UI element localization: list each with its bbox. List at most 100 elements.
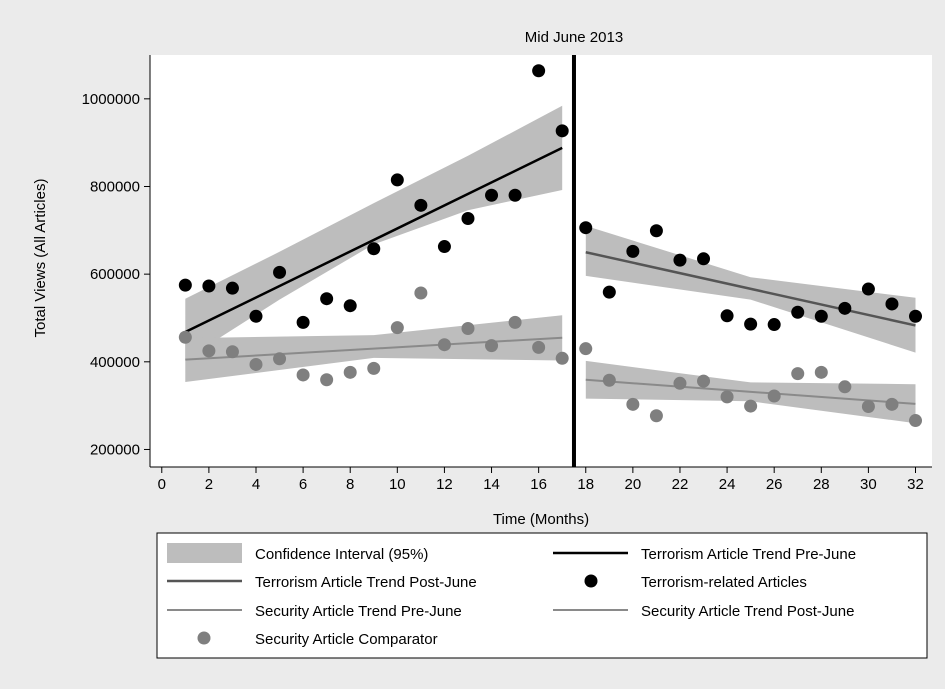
terror-point bbox=[461, 211, 475, 225]
terror-point bbox=[697, 252, 711, 266]
ci-band-terror-pre bbox=[185, 105, 563, 360]
legend-swatch-ci bbox=[167, 543, 242, 563]
security-point bbox=[791, 367, 805, 381]
x-tick-label: 12 bbox=[436, 476, 453, 493]
x-axis-ticks: 0 2 4 6 8 10 12 14 16 18 20 22 24 26 28 30 32 bbox=[158, 467, 924, 493]
x-tick-label: 6 bbox=[299, 476, 307, 493]
y-tick-label: 200000 bbox=[90, 441, 140, 458]
x-tick-label: 22 bbox=[672, 476, 689, 493]
x-axis-label: Time (Months) bbox=[493, 511, 589, 528]
x-tick-label: 10 bbox=[389, 476, 406, 493]
terror-point bbox=[367, 242, 381, 256]
security-point bbox=[343, 365, 357, 379]
terror-point bbox=[343, 299, 357, 313]
security-point bbox=[838, 380, 852, 394]
security-point bbox=[720, 390, 734, 404]
terror-point bbox=[626, 244, 640, 258]
terror-point bbox=[296, 315, 310, 329]
legend-box bbox=[156, 532, 928, 659]
legend: Confidence Interval (95%) Terrorism Arti… bbox=[156, 532, 928, 659]
security-point bbox=[626, 397, 640, 411]
x-tick-label: 4 bbox=[252, 476, 260, 493]
security-point bbox=[414, 286, 428, 300]
y-tick-label: 1000000 bbox=[82, 91, 140, 108]
legend-label-security-pre: Security Article Trend Pre-June bbox=[255, 603, 462, 620]
x-tick-label: 16 bbox=[530, 476, 547, 493]
security-point bbox=[202, 344, 216, 358]
security-point bbox=[225, 345, 239, 359]
security-point bbox=[861, 400, 875, 414]
terror-point bbox=[485, 188, 499, 202]
legend-label-security-points: Security Article Comparator bbox=[255, 631, 438, 648]
legend-swatch-terror-points bbox=[584, 574, 598, 588]
terror-point bbox=[437, 240, 451, 254]
security-point bbox=[485, 339, 499, 353]
x-tick-label: 0 bbox=[158, 476, 166, 493]
terror-point bbox=[202, 279, 216, 293]
mid-june-annotation: Mid June 2013 bbox=[525, 29, 623, 46]
security-point bbox=[461, 321, 475, 335]
security-point bbox=[579, 342, 593, 356]
security-point bbox=[744, 399, 758, 413]
security-point bbox=[673, 376, 687, 390]
terror-point bbox=[579, 221, 593, 235]
terror-point bbox=[885, 297, 899, 311]
security-point bbox=[273, 352, 287, 366]
x-tick-label: 20 bbox=[625, 476, 642, 493]
terror-point bbox=[508, 188, 522, 202]
security-point bbox=[508, 315, 522, 329]
terror-point bbox=[814, 309, 828, 323]
x-tick-label: 24 bbox=[719, 476, 736, 493]
terror-point bbox=[555, 124, 569, 138]
x-tick-label: 26 bbox=[766, 476, 783, 493]
terror-point bbox=[225, 281, 239, 295]
security-point bbox=[532, 340, 546, 354]
trend-line-terror-post bbox=[585, 251, 916, 327]
terror-point bbox=[838, 301, 852, 315]
legend-label-terror-pre: Terrorism Article Trend Pre-June bbox=[641, 546, 856, 563]
terror-point bbox=[249, 309, 263, 323]
security-point bbox=[296, 368, 310, 382]
x-tick-label: 18 bbox=[577, 476, 594, 493]
security-point bbox=[885, 397, 899, 411]
y-tick-label: 600000 bbox=[90, 266, 140, 283]
security-point bbox=[649, 409, 663, 423]
legend-label-security-post: Security Article Trend Post-June bbox=[641, 603, 854, 620]
y-tick-label: 800000 bbox=[90, 178, 140, 195]
legend-label-terror-post: Terrorism Article Trend Post-June bbox=[255, 574, 477, 591]
trend-line-security-post bbox=[585, 378, 916, 405]
security-point bbox=[697, 374, 711, 388]
terror-point bbox=[909, 309, 923, 323]
security-point bbox=[178, 330, 192, 344]
terror-point bbox=[178, 278, 192, 292]
x-tick-label: 2 bbox=[205, 476, 213, 493]
legend-label-terror-points: Terrorism-related Articles bbox=[641, 574, 807, 591]
terror-point bbox=[673, 253, 687, 267]
security-point bbox=[249, 357, 263, 371]
security-point bbox=[390, 321, 404, 335]
x-tick-label: 8 bbox=[346, 476, 354, 493]
terror-point bbox=[861, 282, 875, 296]
security-point bbox=[437, 338, 451, 352]
trend-lines bbox=[184, 146, 916, 405]
y-tick-label: 400000 bbox=[90, 354, 140, 371]
terror-point bbox=[532, 64, 546, 78]
security-point bbox=[555, 351, 569, 365]
legend-swatch-security-points bbox=[197, 631, 211, 645]
terror-point bbox=[720, 309, 734, 323]
security-point bbox=[767, 389, 781, 403]
security-point bbox=[814, 365, 828, 379]
terror-point bbox=[414, 198, 428, 212]
terror-point bbox=[649, 224, 663, 238]
security-point bbox=[909, 414, 923, 428]
security-point bbox=[320, 373, 334, 387]
security-point bbox=[602, 373, 616, 387]
x-tick-label: 28 bbox=[813, 476, 830, 493]
x-tick-label: 32 bbox=[907, 476, 924, 493]
data-points bbox=[178, 64, 923, 428]
x-tick-label: 30 bbox=[860, 476, 877, 493]
terror-point bbox=[767, 318, 781, 332]
y-axis-label: Total Views (All Articles) bbox=[32, 179, 49, 338]
terror-point bbox=[320, 292, 334, 306]
trend-line-terror-pre bbox=[184, 146, 563, 334]
